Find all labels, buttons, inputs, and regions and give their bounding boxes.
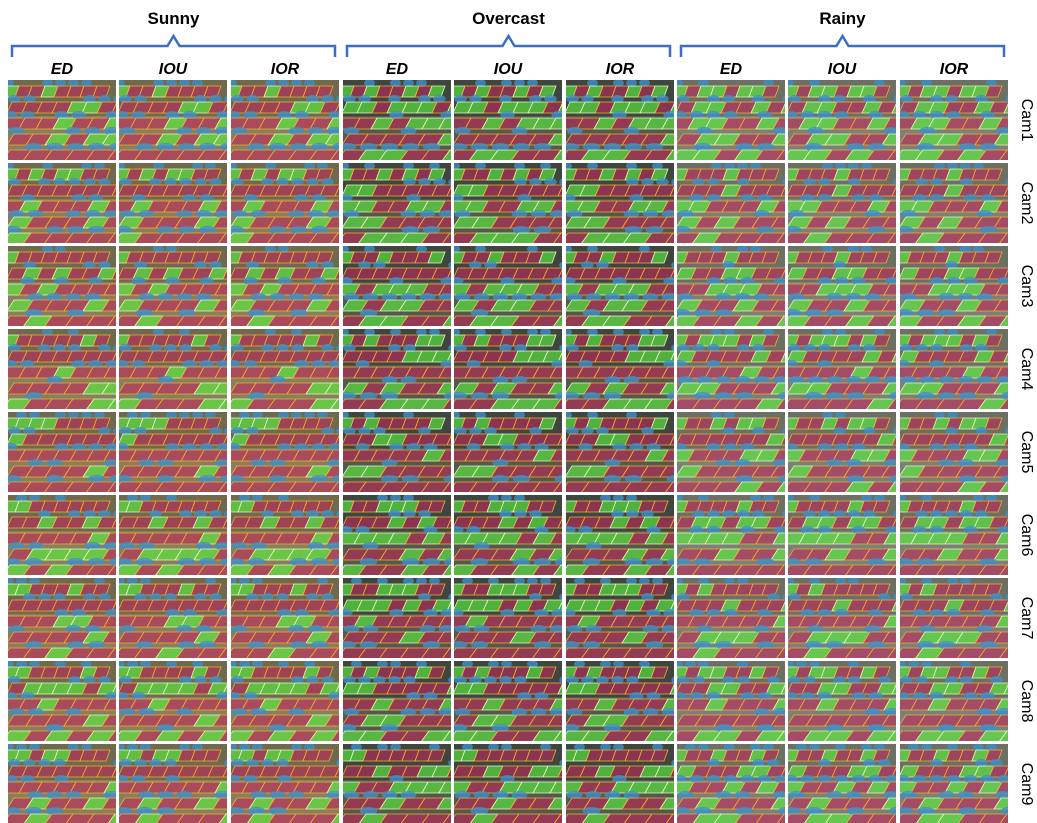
result-image	[894, 162, 1037, 244]
row-label: Cam6	[1018, 514, 1035, 557]
group-bracket	[12, 36, 335, 57]
column-label: IOR	[271, 61, 300, 78]
figure: Sunny ED IOU IOR Overcast ED IOU IOR Rainy ED IOU I…	[0, 0, 1037, 823]
group-title: Overcast	[472, 9, 545, 28]
parking-space	[1020, 731, 1037, 742]
car	[1005, 95, 1018, 103]
column-label: IOU	[494, 61, 523, 78]
result-image	[894, 79, 1037, 161]
row-label: Cam3	[1018, 265, 1035, 308]
column-label: ED	[720, 61, 743, 78]
car	[1005, 427, 1018, 435]
column-label: ED	[386, 61, 409, 78]
row-label: Cam7	[1018, 597, 1035, 640]
result-image	[894, 577, 1037, 659]
row-label: Cam8	[1018, 680, 1035, 723]
car	[1022, 475, 1037, 483]
car	[1001, 392, 1019, 400]
parking-space	[1020, 648, 1037, 659]
result-image	[894, 660, 1037, 742]
row-label: Cam2	[1018, 182, 1035, 225]
group-bracket	[681, 36, 1004, 57]
parking-space	[1020, 565, 1037, 576]
car	[1005, 593, 1018, 601]
parking-space	[1020, 316, 1037, 327]
row-label: Cam9	[1018, 763, 1035, 806]
result-image	[894, 245, 1037, 327]
result-image	[894, 328, 1037, 410]
column-label: IOR	[606, 61, 635, 78]
column-label: ED	[51, 61, 74, 78]
row-label: Cam5	[1018, 431, 1035, 474]
parking-space	[1020, 399, 1037, 410]
parking-space	[1020, 482, 1037, 493]
car	[1022, 309, 1037, 317]
row-label: Cam4	[1018, 348, 1035, 391]
group-title: Rainy	[819, 9, 866, 28]
parking-space	[1020, 233, 1037, 244]
group-title: Sunny	[148, 9, 200, 28]
column-label: IOU	[828, 61, 857, 78]
car	[1005, 178, 1018, 186]
result-image	[894, 411, 1037, 493]
result-image	[894, 494, 1037, 576]
car	[1022, 392, 1037, 400]
car	[1022, 558, 1037, 566]
column-label: IOR	[940, 61, 969, 78]
parking-space	[1020, 150, 1037, 161]
row-label: Cam1	[1018, 99, 1035, 142]
car	[1001, 475, 1019, 483]
car	[1005, 510, 1018, 518]
group-bracket	[347, 36, 670, 57]
column-label: IOU	[159, 61, 188, 78]
